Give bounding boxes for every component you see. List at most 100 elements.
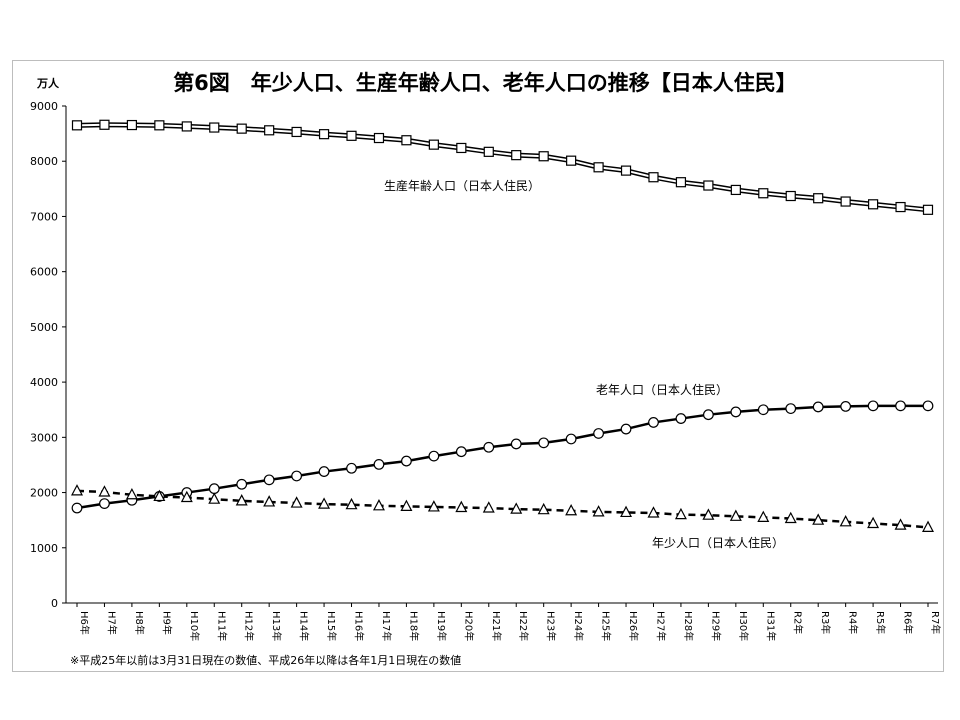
data-point-triangle <box>647 506 660 518</box>
data-point-square <box>209 122 220 133</box>
chart-frame <box>12 60 944 672</box>
x-tick-label: H29年 <box>709 611 722 641</box>
series-label: 年少人口（日本人住民） <box>652 536 784 550</box>
x-tick-label: H12年 <box>243 611 256 641</box>
data-point-square <box>236 123 247 134</box>
data-point-triangle <box>71 484 83 496</box>
data-point-circle <box>455 446 467 458</box>
data-point-square <box>71 120 83 131</box>
data-point-circle <box>840 401 852 412</box>
x-tick-label: H28年 <box>682 611 695 641</box>
data-point-circle <box>895 400 906 412</box>
x-tick-label: H21年 <box>490 611 503 641</box>
data-point-square <box>922 204 934 215</box>
data-point-circle <box>538 437 550 449</box>
data-point-square <box>840 196 851 207</box>
data-point-square <box>483 146 494 157</box>
data-point-circle <box>565 433 577 445</box>
data-point-triangle <box>702 508 715 520</box>
data-point-circle <box>620 423 632 435</box>
data-point-square <box>758 188 769 199</box>
data-point-circle <box>236 478 248 490</box>
data-point-square <box>318 129 330 140</box>
data-point-circle <box>373 458 385 470</box>
x-tick-label: H30年 <box>737 611 750 641</box>
data-point-square <box>456 142 467 154</box>
series-line-youth <box>76 489 929 529</box>
y-tick-label: 9000 <box>30 100 58 113</box>
data-point-triangle <box>565 503 578 516</box>
series-label: 生産年齢人口（日本人住民） <box>384 178 540 193</box>
data-point-triangle <box>757 510 770 523</box>
data-point-circle <box>291 470 303 482</box>
data-point-triangle <box>263 495 276 507</box>
data-point-square <box>154 120 165 131</box>
data-point-triangle <box>98 485 111 497</box>
data-point-circle <box>71 502 83 514</box>
data-point-square <box>538 151 549 162</box>
data-point-circle <box>812 401 824 413</box>
x-tick-label: H26年 <box>627 611 640 641</box>
data-point-triangle <box>153 489 166 502</box>
data-point-triangle <box>812 513 825 525</box>
data-point-circle <box>483 441 495 453</box>
data-point-circle <box>428 450 440 462</box>
data-point-circle <box>401 455 412 467</box>
data-point-triangle <box>839 515 852 527</box>
data-point-triangle <box>510 502 523 514</box>
data-point-square <box>428 139 439 150</box>
data-point-circle <box>867 400 879 412</box>
data-point-circle <box>922 400 934 412</box>
x-tick-label: H31年 <box>764 611 777 641</box>
data-point-square <box>620 165 632 176</box>
x-tick-label: H15年 <box>325 611 338 641</box>
y-tick-label: 0 <box>51 597 58 610</box>
data-point-square <box>785 190 796 202</box>
data-point-triangle <box>592 505 605 517</box>
data-point-triangle <box>537 502 550 515</box>
data-point-circle <box>346 462 357 474</box>
x-tick-label: H11年 <box>215 611 228 641</box>
data-point-triangle <box>455 500 468 513</box>
data-point-square <box>264 125 275 136</box>
data-point-triangle <box>235 494 248 506</box>
x-tick-label: R2年 <box>792 611 805 634</box>
x-tick-label: H25年 <box>600 611 613 641</box>
x-tick-label: H18年 <box>407 611 420 641</box>
x-tick-label: R4年 <box>847 611 860 634</box>
series-label: 老年人口（日本人住民） <box>596 383 728 397</box>
data-point-square <box>895 201 906 213</box>
data-point-circle <box>675 413 687 424</box>
x-tick-label: R7年 <box>929 611 942 634</box>
data-point-square <box>291 126 302 138</box>
data-point-triangle <box>208 492 221 504</box>
data-point-square <box>401 135 412 146</box>
y-tick-label: 3000 <box>30 431 58 444</box>
data-point-circle <box>208 483 220 495</box>
data-point-square <box>99 119 110 130</box>
data-point-triangle <box>922 520 934 532</box>
y-tick-label: 8000 <box>30 155 58 168</box>
data-point-triangle <box>290 496 303 508</box>
data-point-square <box>730 184 741 196</box>
data-point-circle <box>593 428 604 439</box>
data-point-triangle <box>729 509 742 521</box>
data-point-square <box>675 177 687 188</box>
x-tick-label: H24年 <box>572 611 585 641</box>
data-point-square <box>648 172 659 183</box>
x-tick-label: H19年 <box>435 611 448 641</box>
data-point-square <box>566 155 577 166</box>
data-point-square <box>346 130 357 141</box>
x-tick-label: H8年 <box>133 611 146 635</box>
data-point-square <box>181 121 192 132</box>
data-point-triangle <box>125 487 138 500</box>
data-point-circle <box>648 417 659 428</box>
data-point-triangle <box>318 497 331 509</box>
data-point-square <box>373 132 385 144</box>
data-point-triangle <box>345 497 358 510</box>
x-tick-label: H27年 <box>654 611 667 641</box>
data-point-triangle <box>180 490 193 503</box>
data-point-circle <box>702 409 714 421</box>
data-point-circle <box>757 404 769 416</box>
data-point-triangle <box>784 511 797 524</box>
